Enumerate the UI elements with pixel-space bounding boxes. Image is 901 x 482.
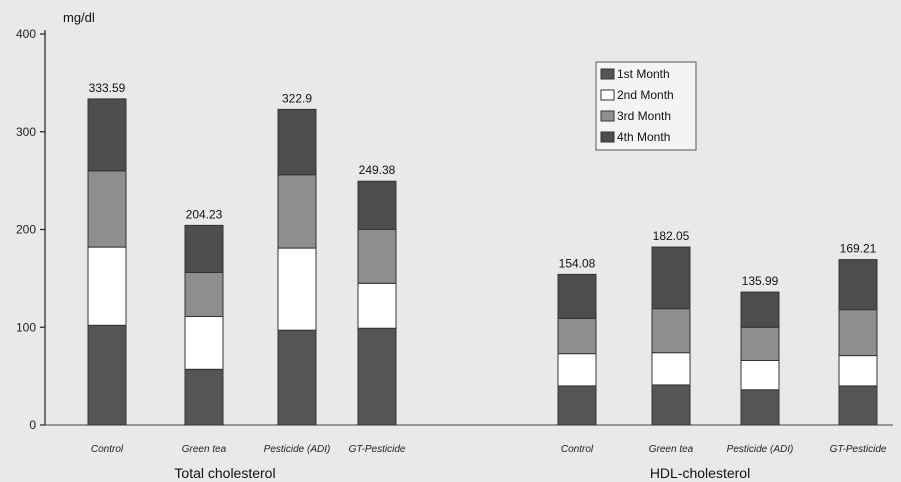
bar-segment-0-0-1 bbox=[87, 246, 127, 326]
legend-label-3: 4th Month bbox=[617, 130, 670, 144]
bar-segment-1-2-2 bbox=[740, 326, 780, 361]
bar-total-label-0-1: 204.23 bbox=[186, 207, 223, 221]
bar-total-label-1-3: 169.21 bbox=[840, 242, 877, 256]
bar-segment-1-0-2 bbox=[557, 317, 597, 355]
bar-segment-1-1-3 bbox=[651, 246, 691, 310]
legend-swatch-1 bbox=[600, 89, 615, 101]
y-tick-label-100: 100 bbox=[16, 320, 36, 334]
bar-segment-1-1-0 bbox=[651, 384, 691, 426]
bar-segment-0-1-2 bbox=[184, 272, 224, 317]
legend-swatch-3 bbox=[600, 131, 615, 143]
legend-label-0: 1st Month bbox=[617, 67, 670, 81]
bar-segment-0-2-3 bbox=[277, 108, 317, 176]
bar-segment-1-2-1 bbox=[740, 359, 780, 391]
bar-segment-0-3-0 bbox=[357, 327, 397, 426]
bar-segment-0-3-1 bbox=[357, 282, 397, 329]
y-tick-label-400: 400 bbox=[16, 27, 36, 41]
category-label-0-1: Green tea bbox=[182, 444, 227, 455]
y-tick-label-300: 300 bbox=[16, 125, 36, 139]
category-label-0-3: GT-Pesticide bbox=[349, 444, 406, 455]
legend-swatch-0 bbox=[600, 68, 615, 80]
bar-total-label-1-0: 154.08 bbox=[559, 256, 596, 270]
bar-segment-0-0-3 bbox=[87, 98, 127, 172]
bar-segment-1-0-1 bbox=[557, 353, 597, 387]
legend-label-2: 3rd Month bbox=[617, 109, 671, 123]
category-label-1-2: Pesticide (ADI) bbox=[727, 444, 794, 455]
bar-total-label-0-0: 333.59 bbox=[89, 81, 126, 95]
bar-segment-0-0-0 bbox=[87, 324, 127, 426]
category-label-1-0: Control bbox=[561, 444, 594, 455]
bar-segment-0-2-2 bbox=[277, 174, 317, 249]
bar-segment-1-0-0 bbox=[557, 385, 597, 426]
y-tick-label-0: 0 bbox=[29, 418, 36, 432]
bar-total-label-0-2: 322.9 bbox=[282, 91, 312, 105]
bar-segment-0-1-0 bbox=[184, 368, 224, 426]
y-unit-label: mg/dl bbox=[63, 10, 95, 25]
legend-label-1: 2nd Month bbox=[617, 88, 674, 102]
bar-segment-0-0-2 bbox=[87, 170, 127, 248]
bar-segment-0-2-0 bbox=[277, 329, 317, 426]
legend-swatch-2 bbox=[600, 110, 615, 122]
category-label-0-2: Pesticide (ADI) bbox=[264, 444, 331, 455]
bar-total-label-0-3: 249.38 bbox=[359, 163, 396, 177]
bar-segment-1-1-2 bbox=[651, 308, 691, 354]
bar-segment-1-0-3 bbox=[557, 273, 597, 319]
bar-segment-1-3-3 bbox=[838, 259, 878, 311]
bar-segment-0-1-3 bbox=[184, 224, 224, 274]
bar-segment-0-3-3 bbox=[357, 180, 397, 230]
bar-segment-0-3-2 bbox=[357, 229, 397, 284]
bar-segment-1-3-1 bbox=[838, 355, 878, 387]
category-label-1-3: GT-Pesticide bbox=[830, 444, 887, 455]
bar-segment-1-3-0 bbox=[838, 385, 878, 426]
category-label-0-0: Control bbox=[91, 444, 124, 455]
bar-total-label-1-2: 135.99 bbox=[742, 274, 779, 288]
bar-segment-1-2-3 bbox=[740, 291, 780, 328]
group-label-0: Total cholesterol bbox=[174, 465, 275, 481]
bar-total-label-1-1: 182.05 bbox=[653, 229, 690, 243]
bar-segment-1-1-1 bbox=[651, 352, 691, 386]
bar-segment-0-2-1 bbox=[277, 247, 317, 331]
bar-segment-0-1-1 bbox=[184, 315, 224, 370]
category-label-1-1: Green tea bbox=[649, 444, 694, 455]
group-label-1: HDL-cholesterol bbox=[650, 465, 750, 481]
bar-segment-1-3-2 bbox=[838, 309, 878, 357]
y-tick-label-200: 200 bbox=[16, 223, 36, 237]
bar-segment-1-2-0 bbox=[740, 389, 780, 426]
